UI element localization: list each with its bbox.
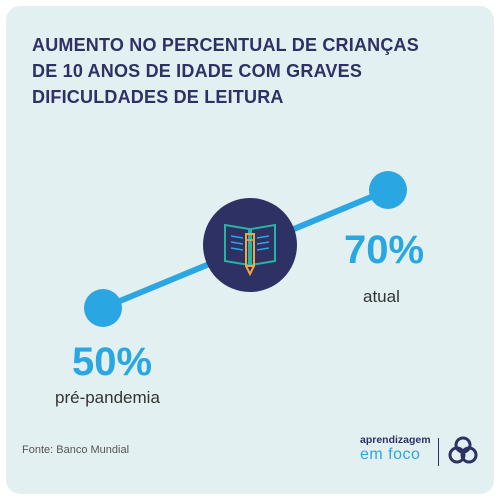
logo-line-2: em foco bbox=[360, 446, 421, 463]
data-value-label-1: 50% bbox=[72, 340, 153, 384]
knot-emblem-icon bbox=[448, 436, 478, 464]
brand-logo: aprendizagem em foco bbox=[356, 434, 486, 476]
data-category-label-1: pré-pandemia bbox=[55, 388, 160, 407]
source-note: Fonte: Banco Mundial bbox=[22, 444, 130, 456]
chart-title: AUMENTO NO PERCENTUAL DE CRIANÇAS DE 10 … bbox=[32, 32, 432, 110]
data-point-2 bbox=[369, 171, 407, 209]
logo-line-1: aprendizagem bbox=[360, 434, 431, 446]
book-with-pencil-icon bbox=[203, 198, 297, 292]
logo-divider bbox=[438, 438, 439, 466]
data-value-label-2: 70% bbox=[344, 228, 425, 272]
title-line-2: DE 10 ANOS DE IDADE COM GRAVES bbox=[32, 61, 363, 81]
data-point-1 bbox=[84, 289, 122, 327]
title-line-1: AUMENTO NO PERCENTUAL DE CRIANÇAS bbox=[32, 35, 419, 55]
title-line-3: DIFICULDADES DE LEITURA bbox=[32, 87, 284, 107]
data-category-label-2: atual bbox=[363, 287, 400, 306]
